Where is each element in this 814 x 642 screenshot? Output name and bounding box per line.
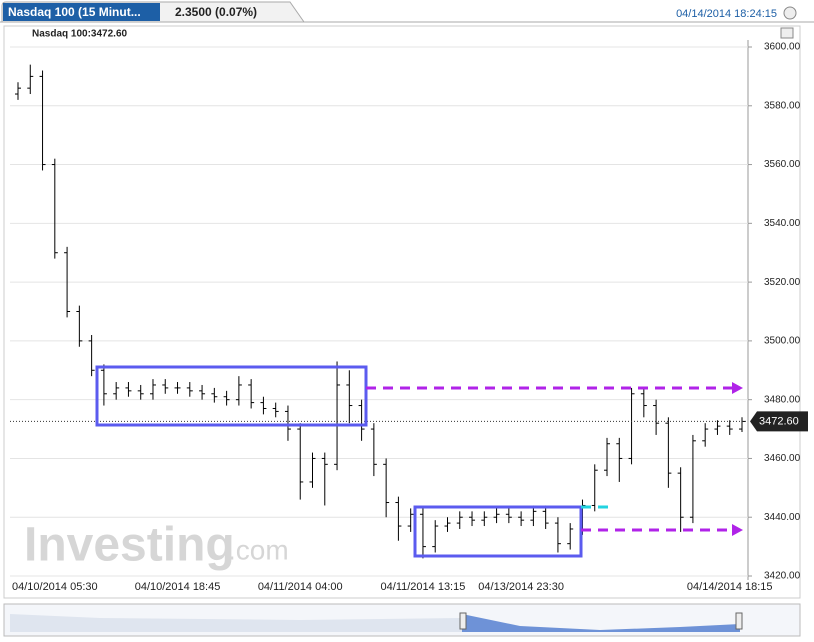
y-tick-label: 3460.00 bbox=[764, 453, 801, 464]
y-tick-label: 3500.00 bbox=[764, 336, 801, 347]
timestamp: 04/14/2014 18:24:15 bbox=[676, 8, 777, 20]
change: 2.3500 (0.07%) bbox=[175, 5, 257, 19]
watermark-suffix: .com bbox=[228, 534, 289, 565]
y-tick-label: 3520.00 bbox=[764, 277, 801, 288]
x-tick-label: 04/10/2014 05:30 bbox=[12, 581, 98, 593]
range-box bbox=[95, 365, 368, 427]
arrow-head bbox=[732, 524, 743, 536]
navigator-selection bbox=[462, 614, 740, 632]
y-tick-label: 3420.00 bbox=[764, 571, 801, 582]
navigator-handle[interactable] bbox=[459, 612, 467, 630]
legend: Nasdaq 100:3472.60 bbox=[32, 29, 128, 40]
x-tick-label: 04/13/2014 23:30 bbox=[478, 581, 564, 593]
x-tick-label: 04/11/2014 04:00 bbox=[258, 581, 343, 593]
watermark: Investing bbox=[24, 519, 235, 572]
y-tick-label: 3480.00 bbox=[764, 394, 801, 405]
chart-title: Nasdaq 100 (15 Minut... bbox=[8, 5, 141, 19]
title-tab bbox=[3, 3, 160, 21]
navigator-handle[interactable] bbox=[735, 612, 743, 630]
collapse-button[interactable] bbox=[783, 6, 797, 20]
x-tick-label: 04/10/2014 18:45 bbox=[135, 581, 221, 593]
annotations bbox=[95, 365, 743, 558]
price-tag-bg bbox=[750, 411, 808, 432]
x-tick-label: 04/11/2014 13:15 bbox=[381, 581, 466, 593]
y-tick-label: 3560.00 bbox=[764, 159, 801, 170]
chart-frame bbox=[3, 25, 801, 599]
minimize-button[interactable] bbox=[780, 27, 794, 39]
x-tick-label: 04/14/2014 18:15 bbox=[687, 581, 773, 593]
y-tick-label: 3600.00 bbox=[764, 42, 801, 53]
navigator-area bbox=[10, 614, 462, 632]
arrow-head bbox=[732, 382, 743, 394]
y-tick-label: 3540.00 bbox=[764, 218, 801, 229]
plot: 3420.00 3440.00 3460.00 3480.00 3500.00 3520.… bbox=[10, 42, 808, 593]
y-tick-label: 3580.00 bbox=[764, 100, 801, 111]
y-tick-label: 3440.00 bbox=[764, 512, 801, 523]
price-tag: 3472.60 bbox=[759, 415, 799, 427]
